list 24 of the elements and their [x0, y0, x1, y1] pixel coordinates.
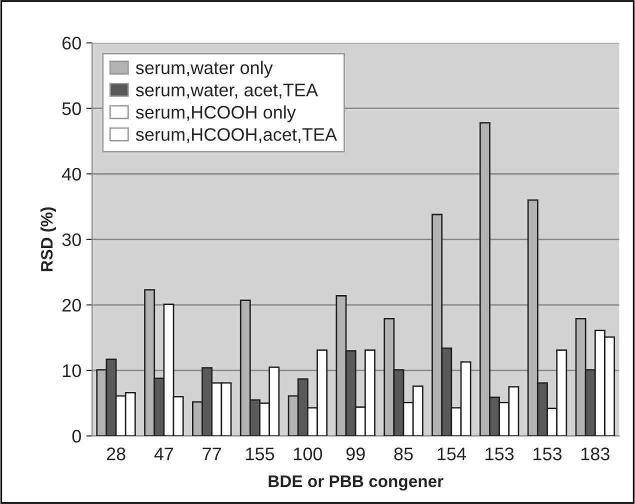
- y-tick-label: 0: [72, 430, 81, 443]
- x-tick-label: 28: [106, 448, 126, 460]
- legend-label: serum,water, acet,TEA: [136, 84, 318, 99]
- legend-label: serum,HCOOH only: [136, 105, 296, 122]
- y-axis-title: RSD (%): [40, 207, 56, 272]
- y-tick-label: 60: [62, 36, 81, 50]
- x-tick-label: 85: [394, 448, 413, 460]
- y-tick-label: 10: [62, 364, 81, 378]
- x-tick-label: 153: [534, 448, 562, 460]
- x-tick-label: 155: [246, 448, 274, 460]
- x-tick-label: 153: [486, 448, 514, 460]
- x-tick-label: 183: [581, 448, 610, 460]
- x-tick-label: 47: [154, 448, 174, 460]
- y-tick-label: 30: [62, 233, 81, 246]
- x-tick-label: 77: [202, 448, 221, 460]
- x-axis-title: BDE or PBB congener: [268, 476, 444, 491]
- y-tick-label: 40: [62, 168, 81, 181]
- x-tick-label: 99: [346, 448, 365, 460]
- y-tick-label: 20: [62, 298, 81, 312]
- legend-label: serum,HCOOH,acet,TEA: [136, 128, 338, 144]
- y-tick-label: 50: [62, 102, 81, 116]
- x-tick-label: 154: [438, 448, 466, 460]
- x-tick-label: 100: [294, 448, 322, 460]
- legend-label: serum,water only: [136, 60, 273, 78]
